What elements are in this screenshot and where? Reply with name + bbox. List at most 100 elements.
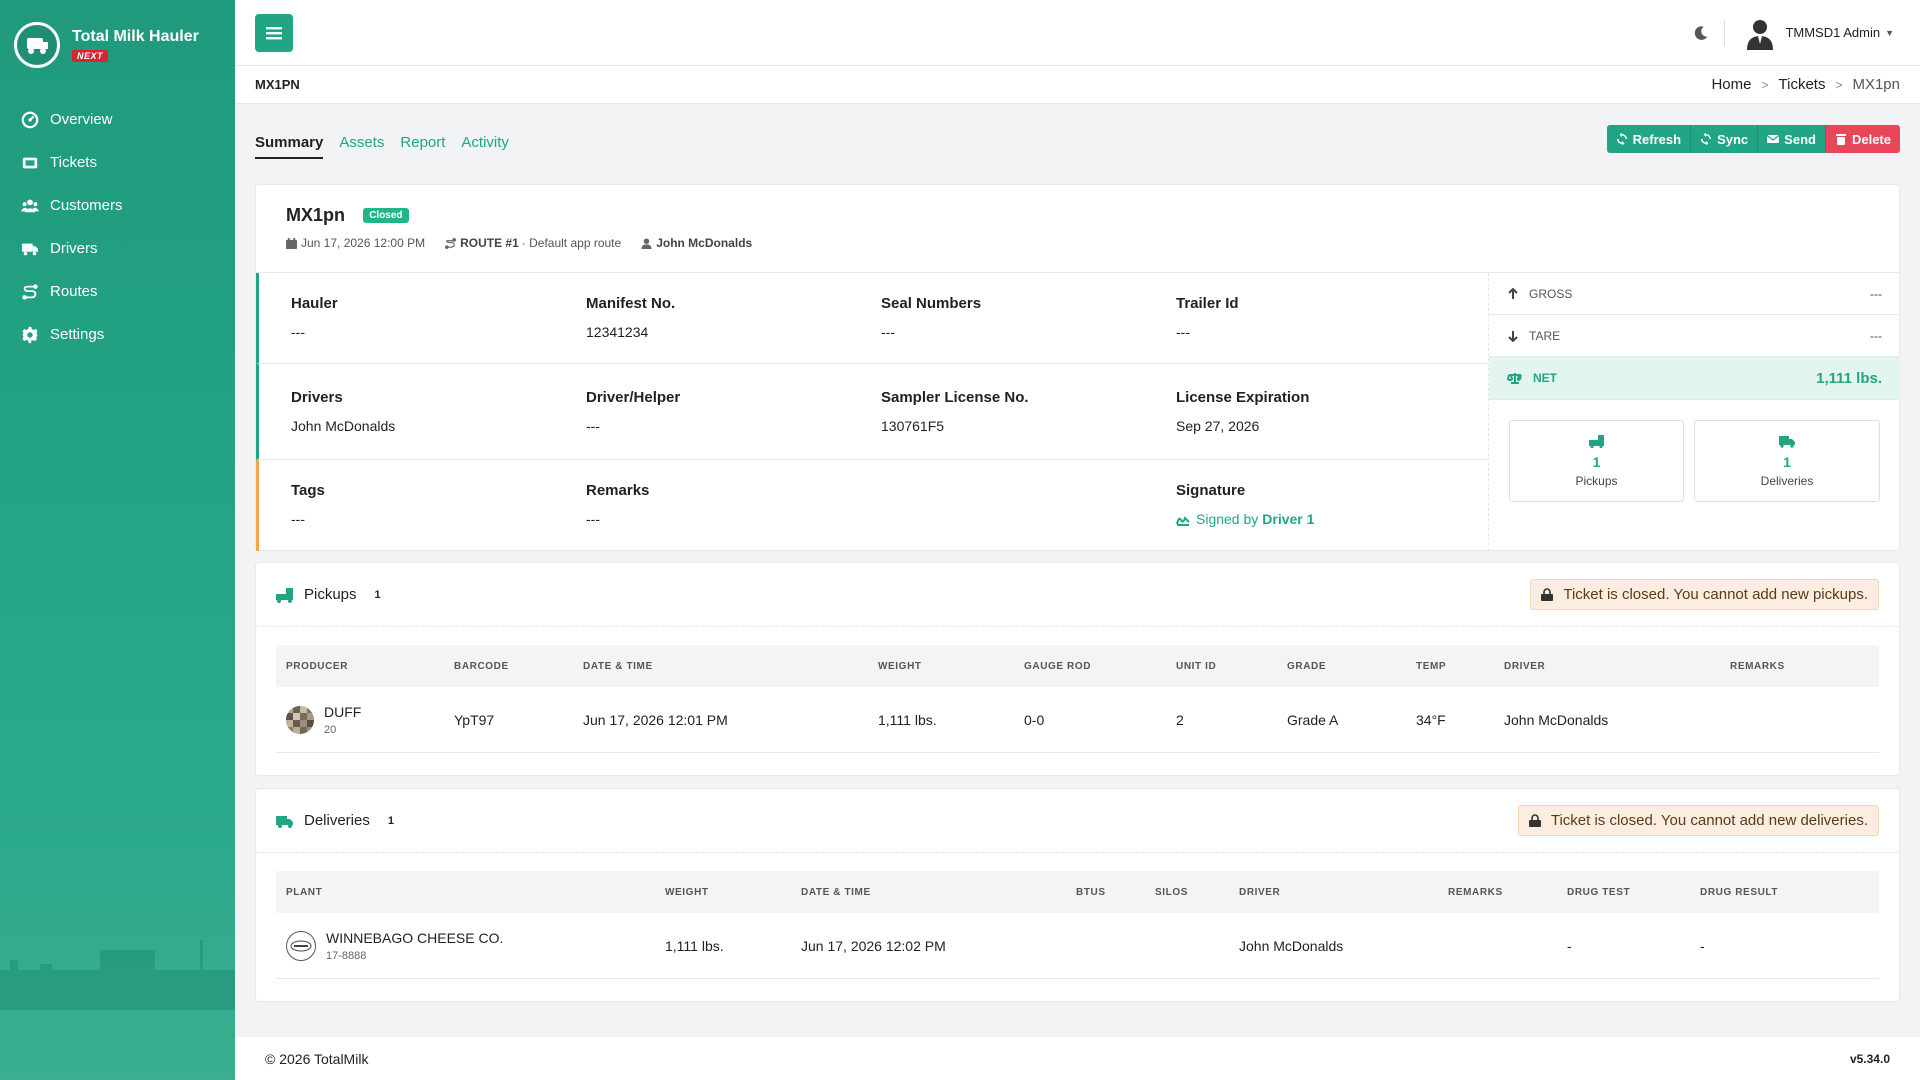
user-avatar-icon[interactable]: [1745, 16, 1775, 50]
field-value: ---: [881, 324, 895, 340]
sidebar-item-overview[interactable]: Overview: [0, 98, 235, 141]
column-silos[interactable]: SILOS: [1155, 886, 1189, 898]
signature-link[interactable]: Signed by Driver 1: [1176, 511, 1471, 527]
column-driver[interactable]: DRIVER: [1504, 660, 1546, 672]
table-row[interactable]: WINNEBAGO CHEESE CO. 17-8888 1,111 lbs. …: [276, 913, 1879, 979]
lock-icon: [1541, 588, 1554, 601]
brand-title: Total Milk Hauler: [72, 27, 199, 45]
driver-name: John McDonalds: [656, 236, 753, 250]
producer-number: 20: [324, 723, 337, 736]
deliveries-header: Deliveries 1 Ticket is closed. You canno…: [256, 789, 1899, 853]
driver-cell: John McDonalds: [1504, 711, 1609, 728]
column-plant[interactable]: PLANT: [286, 886, 323, 898]
sidebar-item-label: Drivers: [50, 240, 98, 257]
column-gauge-rod[interactable]: GAUGE ROD: [1024, 660, 1092, 672]
grade-cell: Grade A: [1287, 711, 1339, 728]
gross-value: ---: [1870, 286, 1882, 301]
truck-icon: [20, 239, 40, 259]
brand[interactable]: Total Milk Hauler NEXT: [0, 0, 235, 90]
field-label: Tags: [291, 482, 325, 499]
ticket-driver[interactable]: John McDonalds: [641, 236, 755, 250]
ticket-icon: [20, 153, 40, 173]
delivery-truck-icon: [276, 815, 293, 828]
column-producer[interactable]: PRODUCER: [286, 660, 349, 672]
trash-icon: [1835, 134, 1846, 145]
brand-logo-icon: [14, 22, 60, 68]
field-label: Manifest No.: [586, 295, 676, 312]
datetime-cell: Jun 17, 2026 12:01 PM: [583, 711, 728, 728]
sidebar-item-label: Customers: [50, 197, 123, 214]
breadcrumb-home[interactable]: Home: [1711, 76, 1752, 93]
ticket-route[interactable]: ROUTE #1 · Default app route: [445, 236, 621, 250]
column-drug-result[interactable]: DRUG RESULT: [1700, 886, 1779, 898]
route-description: · Default app route: [521, 236, 622, 250]
tab-assets[interactable]: Assets: [339, 134, 385, 151]
tab-summary[interactable]: Summary: [255, 124, 324, 159]
sync-button[interactable]: Sync: [1691, 125, 1759, 153]
ticket-fields: Hauler --- Manifest No. 12341234 Seal Nu…: [256, 273, 1488, 551]
pickups-count-badge: 1: [374, 588, 381, 601]
sub-header: MX1PN Home > Tickets > MX1pn: [235, 66, 1920, 104]
footer: © 2026 TotalMilk v5.34.0: [235, 1037, 1920, 1080]
column-btus[interactable]: BTUS: [1076, 886, 1106, 898]
pickups-count-box[interactable]: 1 Pickups: [1509, 420, 1684, 502]
tab-activity[interactable]: Activity: [461, 134, 509, 151]
tare-value: ---: [1870, 328, 1882, 343]
column-drug-test[interactable]: DRUG TEST: [1567, 886, 1631, 898]
sidebar-item-drivers[interactable]: Drivers: [0, 227, 235, 270]
pickups-table: PRODUCER BARCODE DATE & TIME WEIGHT GAUG…: [276, 645, 1879, 753]
deliveries-count-badge: 1: [387, 814, 394, 827]
pickups-count: 1: [1592, 454, 1601, 470]
table-row[interactable]: DUFF 20 YpT97 Jun 17, 2026 12:01 PM 1,11…: [276, 687, 1879, 753]
sidebar-item-tickets[interactable]: Tickets: [0, 141, 235, 184]
menu-toggle-button[interactable]: [255, 13, 293, 52]
ticket-datetime: Jun 17, 2026 12:00 PM: [286, 236, 425, 250]
field-label: Hauler: [291, 295, 338, 312]
field-trailer-id: Trailer Id ---: [1176, 273, 1471, 363]
chevron-down-icon[interactable]: ▼: [1885, 27, 1894, 38]
column-remarks[interactable]: REMARKS: [1448, 886, 1503, 898]
sidebar-item-label: Settings: [50, 326, 105, 343]
column-grade[interactable]: GRADE: [1287, 660, 1327, 672]
table-header: PLANT WEIGHT DATE & TIME BTUS SILOS DRIV…: [276, 871, 1879, 913]
pickup-truck-icon: [276, 587, 293, 603]
send-button[interactable]: Send: [1758, 125, 1826, 153]
refresh-button[interactable]: Refresh: [1606, 125, 1692, 153]
divider: [1724, 19, 1726, 46]
deliveries-count-box[interactable]: 1 Deliveries: [1694, 420, 1880, 502]
sidebar-item-settings[interactable]: Settings: [0, 313, 235, 356]
column-barcode[interactable]: BARCODE: [454, 660, 509, 672]
user-menu-name[interactable]: TMMSD1 Admin: [1785, 25, 1881, 40]
producer-name[interactable]: DUFF: [324, 703, 362, 720]
field-row: Drivers John McDonalds Driver/Helper ---…: [256, 364, 1488, 460]
sidebar-item-routes[interactable]: Routes: [0, 270, 235, 313]
column-driver[interactable]: DRIVER: [1239, 886, 1281, 898]
tab-report[interactable]: Report: [400, 134, 446, 151]
column-unit-id[interactable]: UNIT ID: [1176, 660, 1217, 672]
gauge-cell: 0-0: [1024, 711, 1045, 728]
refresh-label: Refresh: [1632, 131, 1682, 147]
plant-name[interactable]: WINNEBAGO CHEESE CO.: [326, 929, 504, 946]
field-license-expiration: License Expiration Sep 27, 2026: [1176, 364, 1471, 459]
field-hauler: Hauler ---: [291, 273, 586, 363]
column-weight[interactable]: WEIGHT: [665, 886, 709, 898]
column-datetime[interactable]: DATE & TIME: [801, 886, 871, 898]
producer-cell: DUFF 20: [286, 687, 361, 752]
breadcrumb-tickets[interactable]: Tickets: [1778, 76, 1826, 93]
column-remarks[interactable]: REMARKS: [1730, 660, 1785, 672]
dark-mode-toggle-icon[interactable]: [1692, 24, 1710, 42]
signature-prefix: Signed by: [1196, 511, 1259, 527]
breadcrumb-current: MX1pn: [1852, 76, 1900, 93]
column-datetime[interactable]: DATE & TIME: [583, 660, 653, 672]
net-label: NET: [1533, 371, 1557, 385]
pickup-truck-icon: [1588, 435, 1604, 448]
field-label: Trailer Id: [1176, 295, 1239, 312]
driver-cell: John McDonalds: [1239, 937, 1344, 954]
delete-button[interactable]: Delete: [1825, 125, 1900, 153]
sidebar-item-label: Routes: [50, 283, 98, 300]
send-label: Send: [1784, 131, 1816, 147]
column-weight[interactable]: WEIGHT: [878, 660, 922, 672]
sidebar-item-customers[interactable]: Customers: [0, 184, 235, 227]
column-temp[interactable]: TEMP: [1416, 660, 1447, 672]
field-manifest: Manifest No. 12341234: [586, 273, 881, 363]
